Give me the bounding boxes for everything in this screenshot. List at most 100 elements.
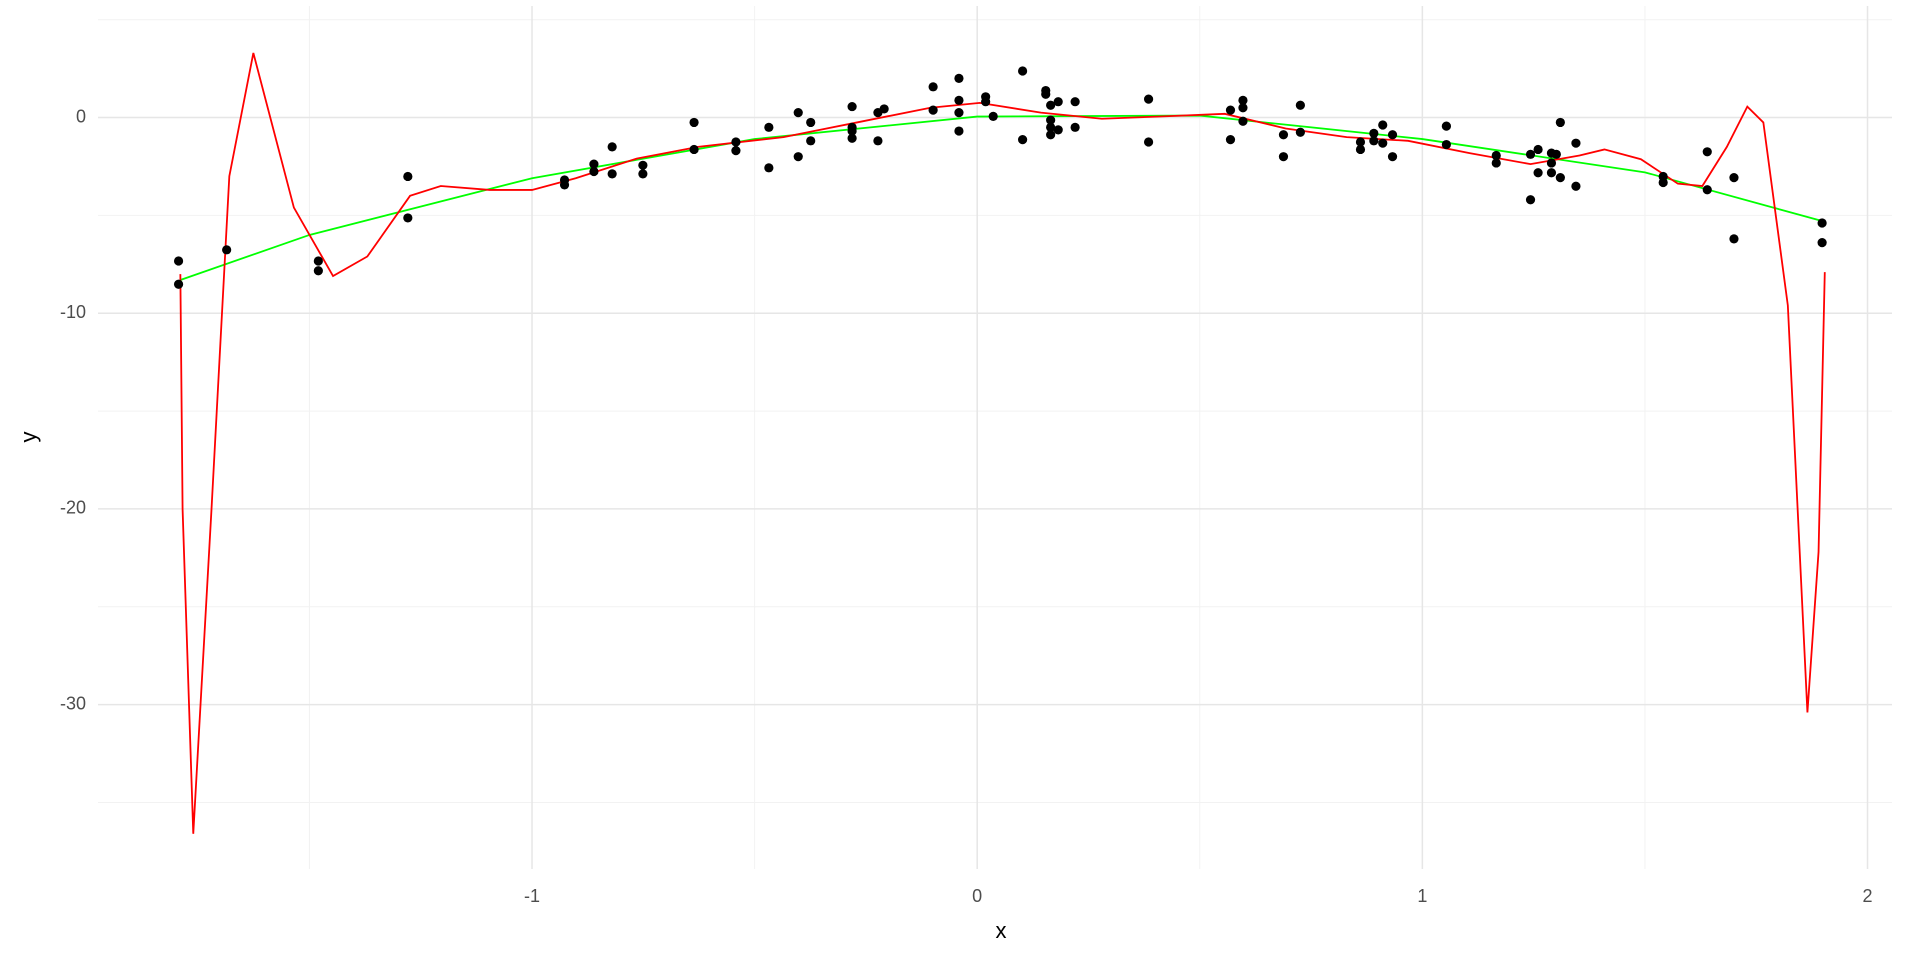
point	[589, 159, 599, 169]
point	[1046, 130, 1056, 140]
y-tick-label: 0	[76, 106, 86, 126]
point	[1491, 158, 1501, 168]
point	[1238, 116, 1248, 126]
point	[1378, 120, 1388, 130]
fit-line	[179, 52, 1826, 834]
point	[1046, 100, 1056, 110]
point	[607, 142, 617, 152]
point	[689, 144, 699, 155]
point	[806, 136, 816, 146]
point	[1355, 144, 1366, 155]
point	[764, 163, 774, 173]
point	[847, 122, 857, 132]
point	[1491, 150, 1501, 161]
point	[1702, 147, 1712, 157]
point	[879, 104, 889, 114]
point	[793, 108, 803, 118]
point	[1817, 237, 1827, 248]
y-tick-label: -10	[60, 302, 86, 322]
fit-line	[180, 114, 1824, 281]
point	[1525, 149, 1536, 159]
point	[731, 146, 741, 156]
point	[1817, 218, 1827, 228]
point	[847, 133, 857, 143]
point	[1046, 115, 1056, 125]
point	[1295, 100, 1305, 110]
point	[873, 136, 883, 146]
point	[1533, 144, 1543, 155]
point	[1555, 173, 1565, 183]
point	[764, 122, 774, 132]
point	[1525, 195, 1536, 205]
point	[1225, 105, 1236, 115]
point	[1387, 130, 1398, 140]
point	[1441, 121, 1451, 131]
point	[1551, 149, 1561, 159]
point	[1387, 152, 1398, 162]
point	[1278, 130, 1289, 140]
point	[638, 160, 648, 170]
point	[1018, 135, 1028, 145]
y-tick-label: -30	[60, 693, 86, 713]
x-tick-label: 2	[1863, 886, 1873, 906]
point	[1018, 66, 1028, 76]
y-tick-label: -20	[60, 498, 86, 518]
point	[1658, 177, 1668, 188]
point	[403, 213, 413, 223]
point	[1041, 89, 1051, 99]
point	[1355, 137, 1366, 147]
point	[222, 245, 232, 255]
point	[1546, 158, 1557, 168]
point	[638, 169, 648, 179]
point	[1295, 127, 1305, 137]
point	[1369, 136, 1379, 146]
point	[1070, 97, 1080, 107]
point	[1278, 152, 1289, 162]
point	[1441, 139, 1451, 150]
point	[954, 73, 964, 84]
point	[1702, 185, 1712, 195]
point	[928, 105, 938, 115]
point	[731, 137, 741, 147]
point	[173, 256, 184, 266]
point	[1369, 128, 1379, 138]
point	[1533, 168, 1543, 178]
point	[1238, 103, 1248, 113]
point	[689, 117, 699, 128]
point	[1571, 138, 1581, 148]
point	[1143, 94, 1154, 104]
point	[1053, 125, 1063, 135]
x-tick-label: -1	[524, 886, 540, 906]
point	[1143, 137, 1154, 147]
point	[173, 279, 184, 289]
point	[847, 101, 857, 112]
y-axis-title: y	[16, 432, 41, 443]
point	[1571, 181, 1581, 191]
point	[1238, 95, 1248, 105]
point	[928, 82, 938, 92]
point	[1053, 97, 1063, 107]
point	[954, 126, 964, 136]
point	[313, 266, 323, 276]
x-tick-label: 0	[972, 886, 982, 906]
point	[1378, 138, 1388, 148]
point	[1046, 122, 1056, 132]
point	[981, 97, 991, 107]
point	[793, 152, 803, 162]
x-axis-title: x	[996, 918, 1007, 943]
point	[589, 166, 599, 177]
point	[607, 169, 617, 179]
point	[954, 108, 964, 118]
x-tick-label: 1	[1417, 886, 1427, 906]
point	[988, 111, 998, 121]
point	[1546, 168, 1557, 178]
point	[1225, 135, 1236, 145]
point	[559, 180, 570, 190]
point	[806, 117, 816, 128]
point	[1729, 173, 1739, 183]
point	[1729, 234, 1739, 244]
point	[403, 171, 413, 182]
point	[954, 95, 964, 105]
